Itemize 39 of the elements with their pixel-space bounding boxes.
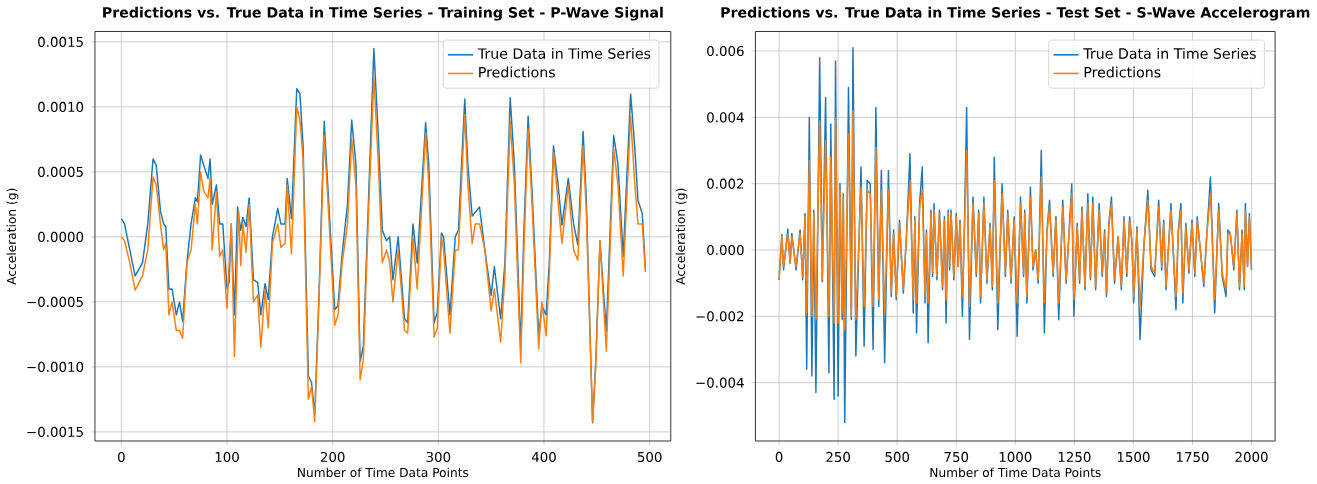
y-tick-label: −0.002 [696,311,744,322]
x-tick-label: 1000 [999,452,1032,463]
y-tick-label: 0.0000 [38,231,84,243]
y-tick-label: −0.004 [696,377,744,388]
y-tick-label: 0.006 [707,46,744,57]
legend-label: Predictions [1084,66,1161,78]
x-tick-label: 200 [320,452,345,463]
x-tick-label: 2000 [1235,452,1268,463]
y-tick-label: 0.002 [707,178,744,189]
y-tick-label: 0.000 [707,245,744,256]
y-tick-label: −0.0010 [27,361,84,373]
x-tick-label: 1500 [1117,452,1150,463]
y-axis-title: Acceleration (g) [675,188,688,285]
x-tick-label: 100 [215,452,239,463]
line-series [778,110,1253,331]
x-tick-label: 400 [531,452,556,463]
x-axis-title: Number of Time Data Points [298,467,469,478]
x-tick-label: 300 [426,452,451,463]
x-tick-label: 250 [826,452,850,463]
x-tick-label: 0 [117,452,125,463]
x-tick-label: 1250 [1058,452,1091,463]
y-tick-label: 0.0010 [38,102,84,113]
x-tick-label: 750 [944,452,969,463]
y-tick-label: 0.004 [707,112,744,123]
legend-label: True Data in Time Series [1083,48,1256,60]
x-tick-label: 500 [637,452,662,463]
y-tick-label: 0.0015 [38,37,83,48]
y-tick-label: −0.0015 [27,426,83,438]
legend-label: True Data in Time Series [477,48,651,60]
x-tick-label: 1750 [1176,452,1209,463]
x-axis-title: Number of Time Data Points [930,467,1101,478]
y-tick-label: −0.0005 [27,296,83,308]
chart-title: Predictions vs. True Data in Time Series - Training Set - P-Wave Signal [103,6,663,21]
legend-label: Predictions [479,66,555,78]
chart-title: Predictions vs. True Data in Time Series - Test Set - S-Wave Accelerogram [721,6,1310,21]
x-tick-label: 500 [885,452,910,463]
y-axis-title: Acceleration (g) [6,188,19,285]
y-tick-label: 0.0005 [38,167,83,178]
x-tick-label: 0 [775,452,783,463]
